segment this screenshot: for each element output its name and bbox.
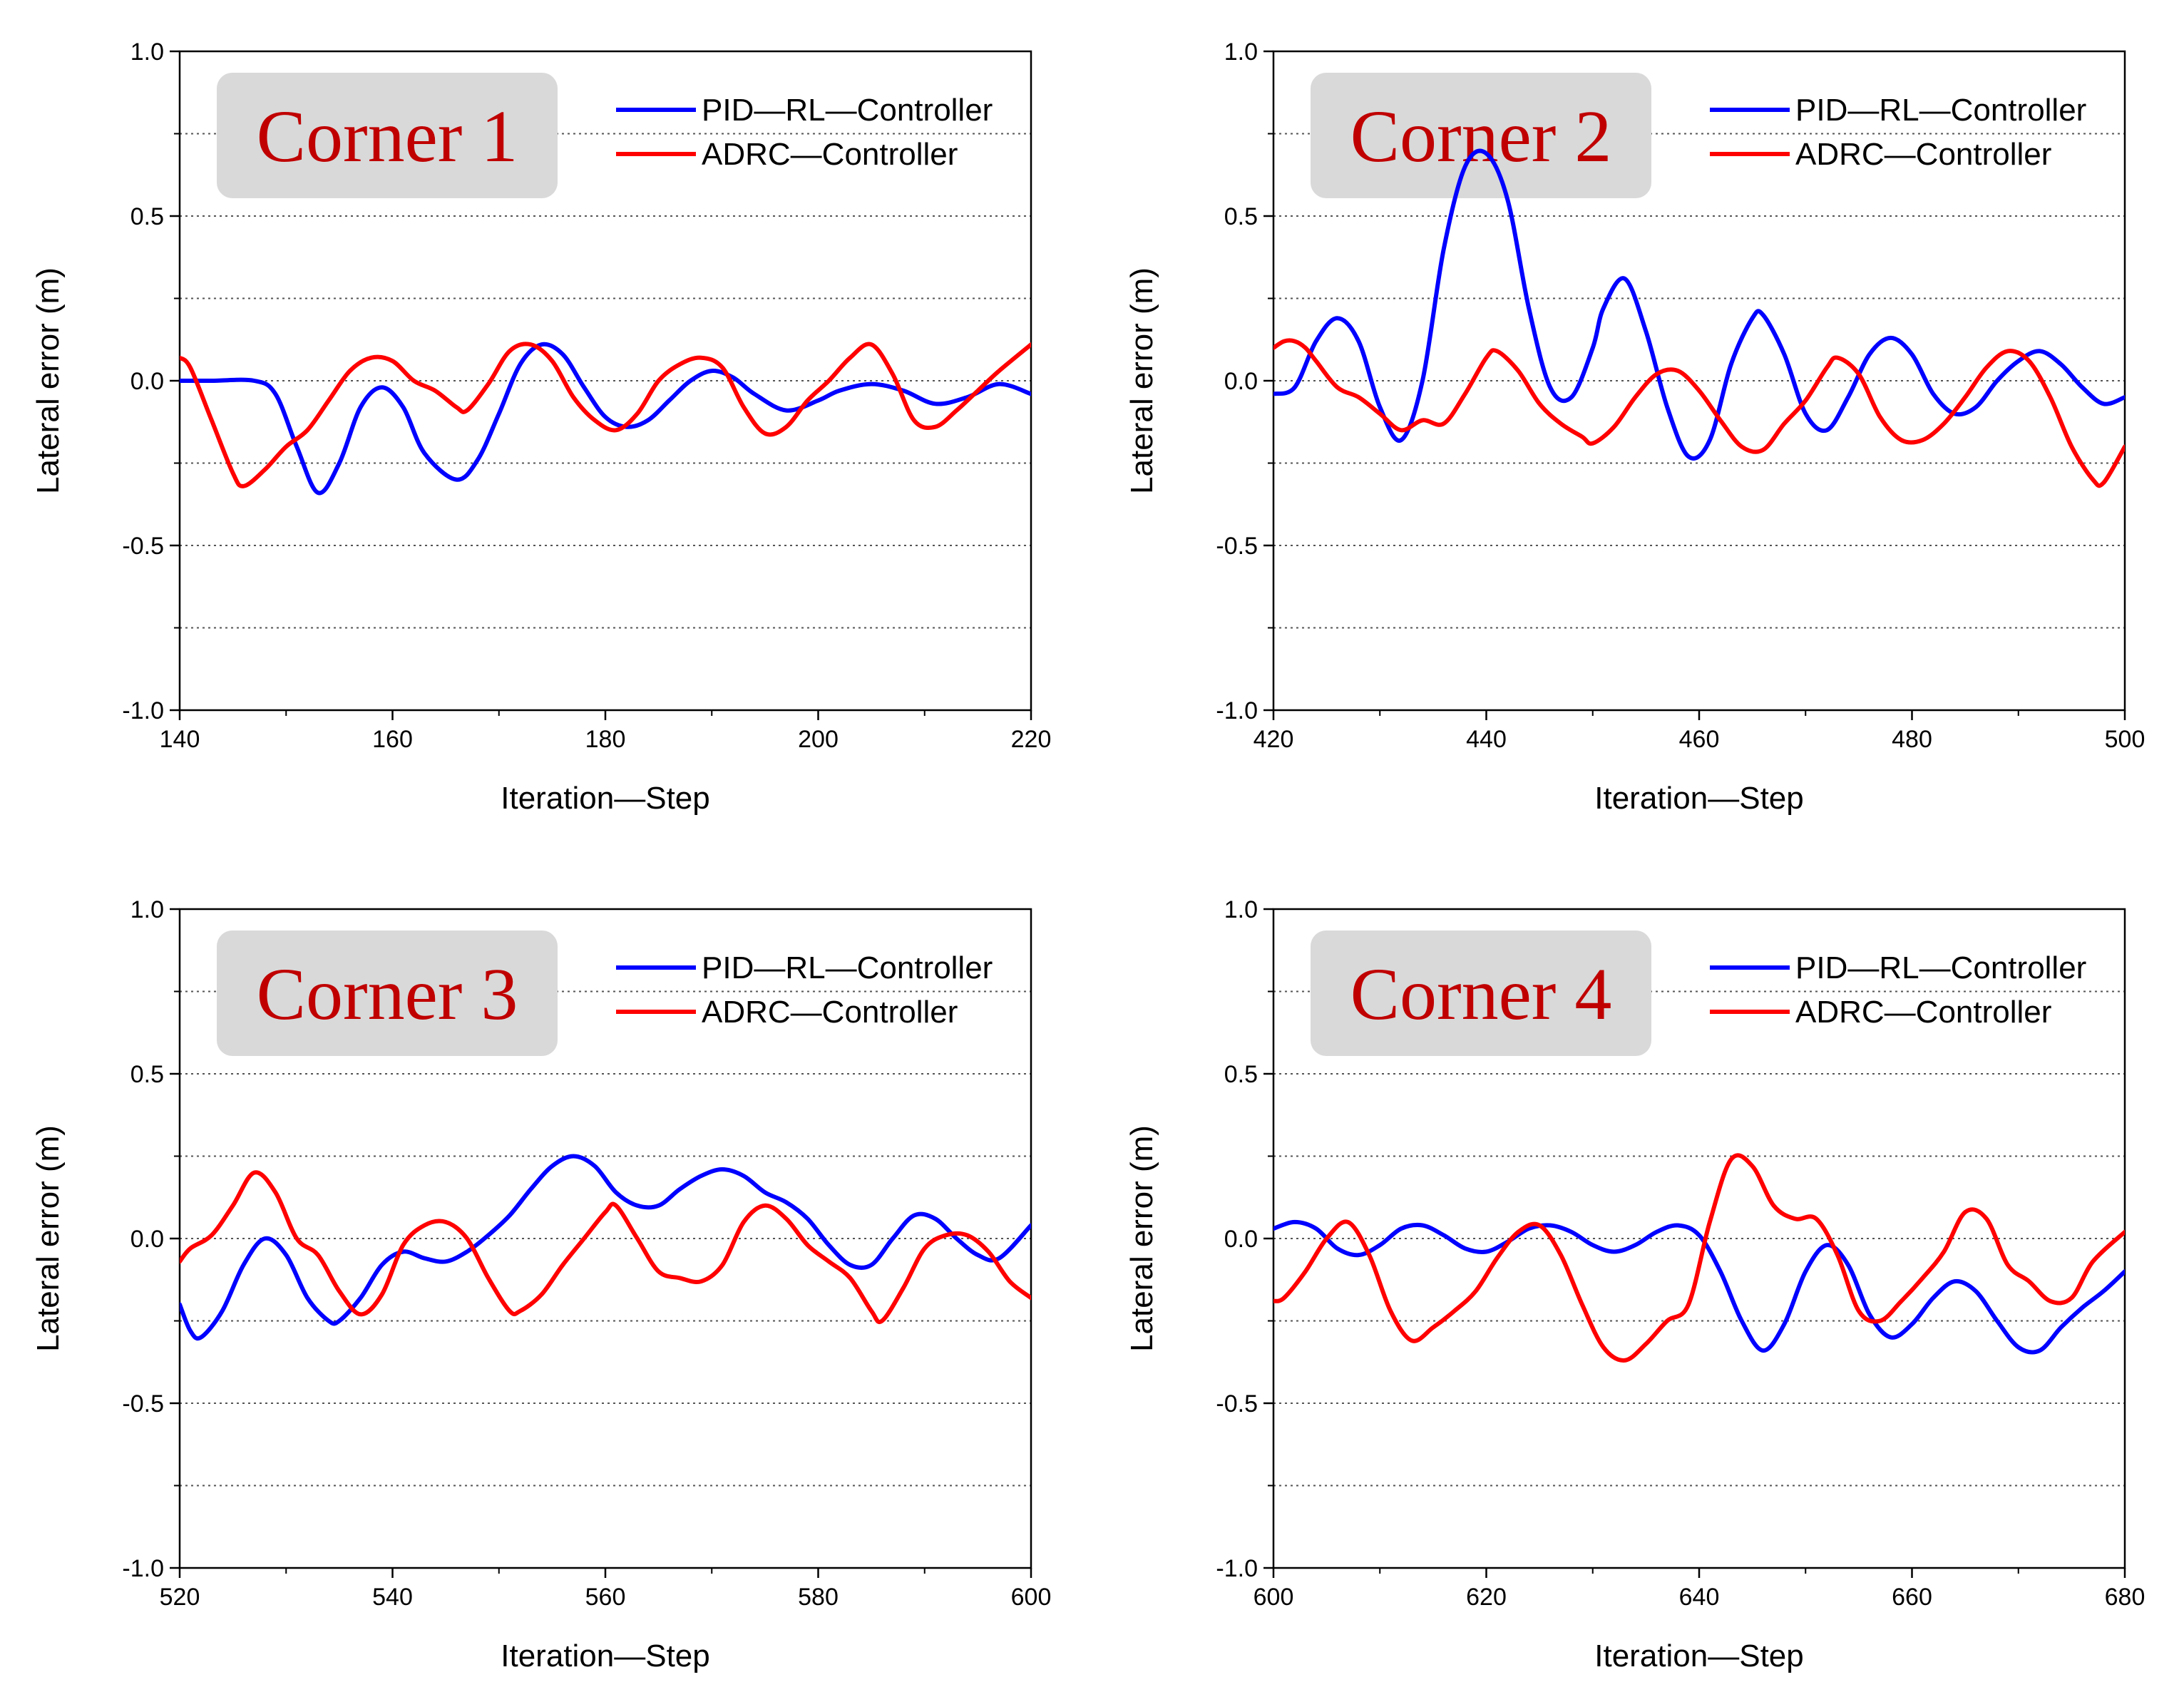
x-tick-label: 620 bbox=[1466, 1584, 1507, 1611]
series-line-adrc bbox=[180, 342, 1031, 488]
y-tick-label: -1.0 bbox=[1216, 697, 1258, 724]
series-line-pid-rl bbox=[180, 1154, 1031, 1341]
y-tick-label: 0.5 bbox=[1224, 203, 1258, 230]
x-tick-label: 600 bbox=[1254, 1584, 1294, 1611]
y-axis-title: Lateral error (m) bbox=[1124, 1125, 1159, 1352]
x-tick-label: 180 bbox=[585, 726, 626, 753]
x-tick-label: 560 bbox=[585, 1584, 626, 1611]
x-tick-label: 580 bbox=[798, 1584, 839, 1611]
y-tick-label: -1.0 bbox=[122, 1555, 164, 1582]
y-tick-label: 1.0 bbox=[1224, 896, 1258, 923]
x-tick-label: 640 bbox=[1679, 1584, 1720, 1611]
corner-label-box bbox=[1311, 73, 1651, 198]
x-tick-label: 600 bbox=[1011, 1584, 1052, 1611]
series-line-pid-rl bbox=[1273, 1219, 2125, 1355]
corner-label: Corner 1 bbox=[257, 96, 518, 178]
x-tick-label: 440 bbox=[1466, 726, 1507, 753]
corner-label-box bbox=[217, 73, 558, 198]
y-tick-label: 0.5 bbox=[130, 1061, 164, 1088]
y-tick-label: -0.5 bbox=[1216, 1390, 1258, 1417]
y-tick-label: 0.0 bbox=[130, 1226, 164, 1253]
y-tick-label: 0.5 bbox=[130, 203, 164, 230]
series-line-adrc bbox=[1273, 338, 2125, 488]
legend-label: PID—RL—Controller bbox=[1795, 93, 2086, 128]
series-line-pid-rl bbox=[180, 342, 1031, 496]
legend-label: ADRC—Controller bbox=[702, 137, 958, 172]
x-tick-label: 480 bbox=[1892, 726, 1932, 753]
y-tick-label: -0.5 bbox=[122, 533, 164, 560]
x-tick-label: 160 bbox=[372, 726, 413, 753]
x-tick-label: 540 bbox=[372, 1584, 413, 1611]
chart-panel-4: -1.0 -0.5 0.0 0.5 1.0 600 620 640 660 680 Iteratio… bbox=[1124, 896, 2145, 1673]
y-tick-label: 1.0 bbox=[130, 39, 164, 66]
legend-label: ADRC—Controller bbox=[1795, 995, 2051, 1030]
y-tick-label: 0.0 bbox=[1224, 1226, 1258, 1253]
y-tick-label: 0.0 bbox=[130, 368, 164, 395]
x-tick-label: 660 bbox=[1892, 1584, 1932, 1611]
corner-label: Corner 2 bbox=[1350, 96, 1612, 178]
corner-label-box bbox=[217, 930, 558, 1056]
legend-label: ADRC—Controller bbox=[702, 995, 958, 1030]
legend-label: PID—RL—Controller bbox=[702, 93, 993, 128]
series-line-pid-rl bbox=[1273, 148, 2125, 461]
y-tick-label: 1.0 bbox=[1224, 39, 1258, 66]
x-tick-label: 220 bbox=[1011, 726, 1052, 753]
y-tick-label: 0.5 bbox=[1224, 1061, 1258, 1088]
y-tick-label: -1.0 bbox=[122, 697, 164, 724]
legend-label: PID—RL—Controller bbox=[1795, 950, 2086, 985]
corner-label: Corner 3 bbox=[257, 953, 518, 1035]
x-axis-title: Iteration—Step bbox=[501, 781, 710, 816]
x-tick-label: 200 bbox=[798, 726, 839, 753]
y-tick-label: -1.0 bbox=[1216, 1555, 1258, 1582]
chart-panel-2: -1.0 -0.5 0.0 0.5 1.0 420 440 460 480 500 Iteratio… bbox=[1124, 39, 2145, 816]
chart-panel-3: -1.0 -0.5 0.0 0.5 1.0 520 540 560 580 600 Iteratio… bbox=[31, 896, 1051, 1673]
legend-label: ADRC—Controller bbox=[1795, 137, 2051, 172]
x-tick-label: 500 bbox=[2105, 726, 2145, 753]
legend-label: PID—RL—Controller bbox=[702, 950, 993, 985]
series-line-adrc bbox=[1273, 1153, 2125, 1363]
y-tick-label: -0.5 bbox=[1216, 533, 1258, 560]
x-axis-title: Iteration—Step bbox=[501, 1639, 710, 1673]
x-tick-label: 680 bbox=[2105, 1584, 2145, 1611]
corner-label: Corner 4 bbox=[1350, 953, 1612, 1035]
y-axis-title: Lateral error (m) bbox=[31, 1125, 66, 1352]
corner-label-box bbox=[1311, 930, 1651, 1056]
y-axis-title: Lateral error (m) bbox=[31, 267, 66, 494]
x-tick-label: 420 bbox=[1254, 726, 1294, 753]
x-axis-title: Iteration—Step bbox=[1594, 1639, 1804, 1673]
y-tick-label: 0.0 bbox=[1224, 368, 1258, 395]
chart-panel-1: -1.0 -0.5 0.0 0.5 1.0 140 160 180 200 220 Iteratio… bbox=[31, 39, 1051, 816]
x-tick-label: 140 bbox=[160, 726, 200, 753]
x-tick-label: 460 bbox=[1679, 726, 1720, 753]
x-axis-title: Iteration—Step bbox=[1594, 781, 1804, 816]
y-tick-label: -0.5 bbox=[122, 1390, 164, 1417]
y-axis-title: Lateral error (m) bbox=[1124, 267, 1159, 494]
x-tick-label: 520 bbox=[160, 1584, 200, 1611]
series-line-adrc bbox=[180, 1170, 1031, 1325]
y-tick-label: 1.0 bbox=[130, 896, 164, 923]
